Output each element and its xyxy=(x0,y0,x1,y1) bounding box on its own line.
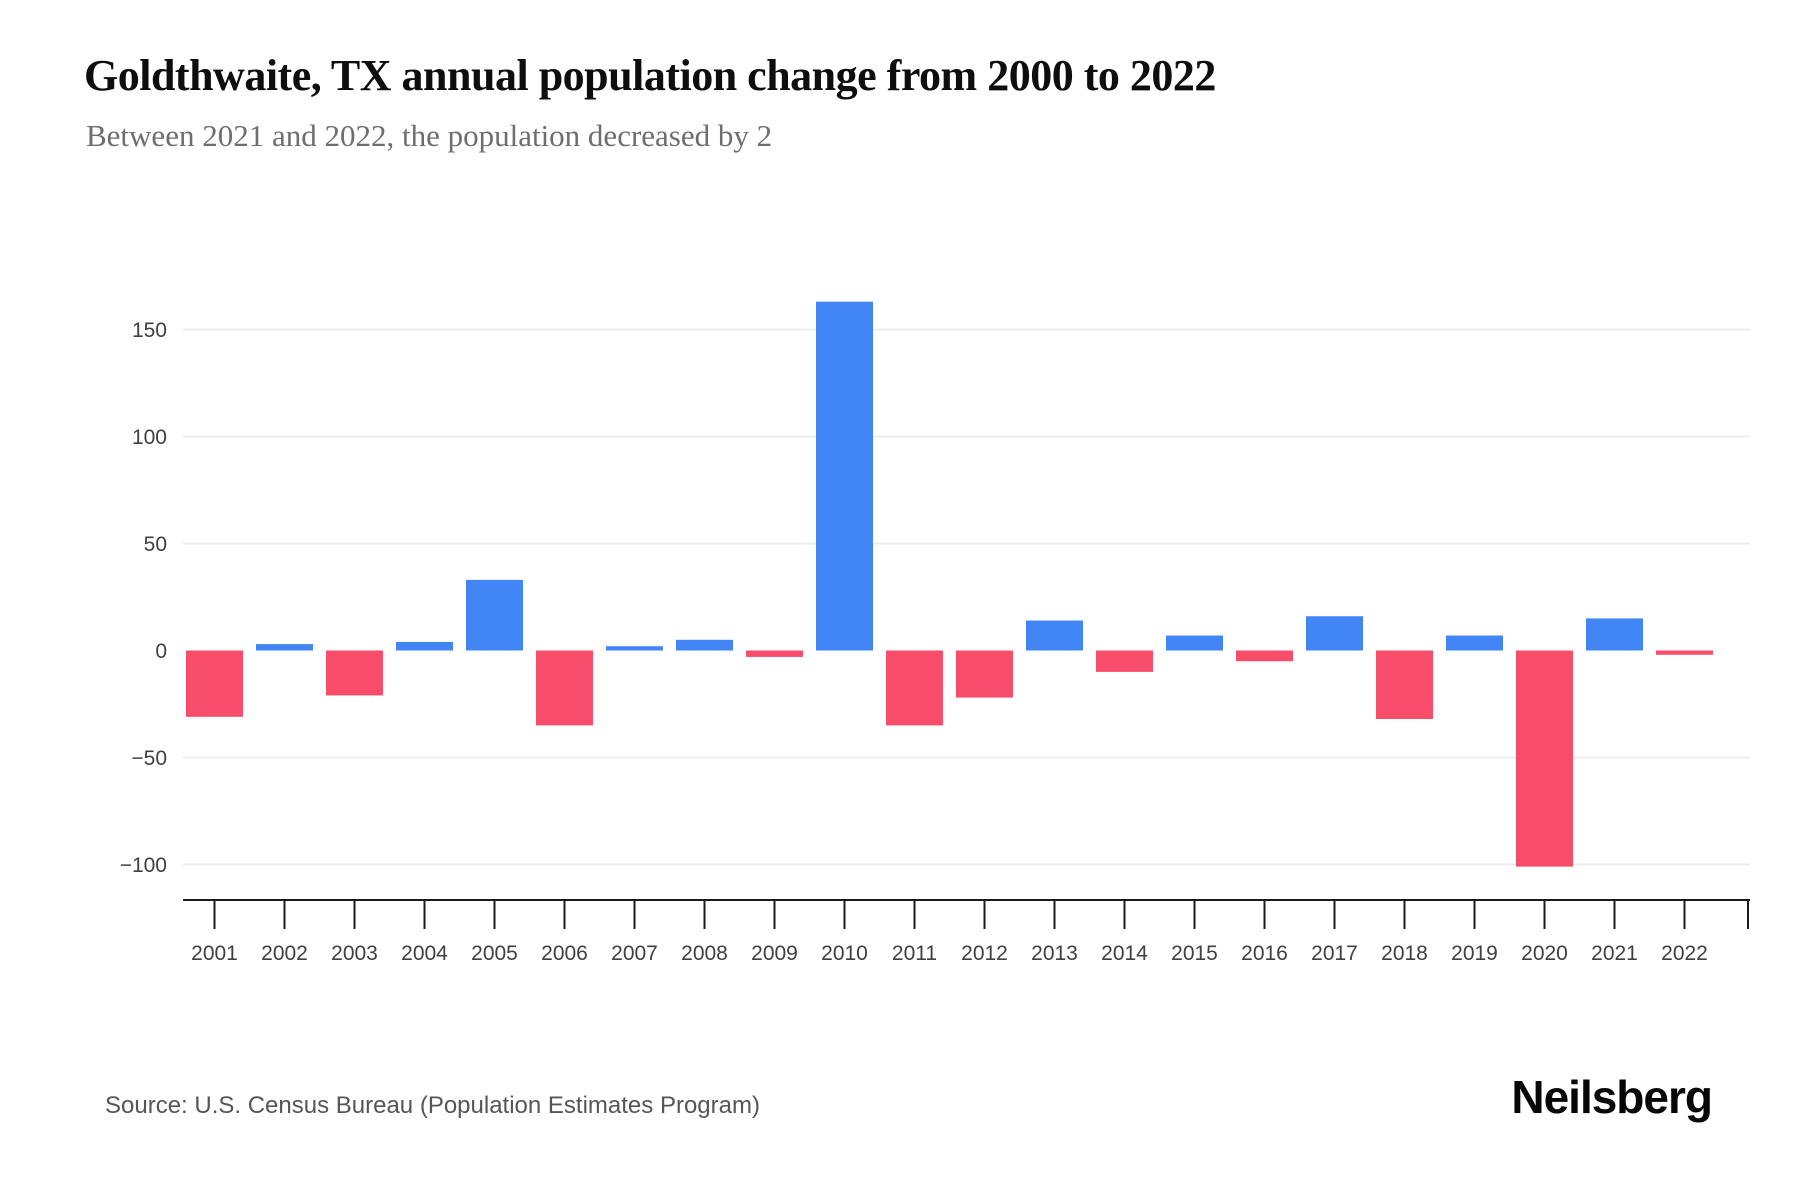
x-tick-label-2007: 2007 xyxy=(611,942,658,965)
x-tick-label-2018: 2018 xyxy=(1381,942,1428,965)
bar-2016 xyxy=(1236,650,1293,662)
x-tick-label-2008: 2008 xyxy=(681,942,728,965)
y-tick-label-50: 50 xyxy=(144,533,167,556)
x-tick-label-2021: 2021 xyxy=(1591,942,1638,965)
x-tick-label-2006: 2006 xyxy=(541,942,588,965)
bar-2007 xyxy=(606,646,663,651)
bar-2014 xyxy=(1096,650,1153,672)
bar-2019 xyxy=(1446,635,1503,651)
x-tick-label-2004: 2004 xyxy=(401,942,448,965)
y-tick-label--50: −50 xyxy=(131,747,167,770)
x-tick-label-2020: 2020 xyxy=(1521,942,1568,965)
neilsberg-logo[interactable]: Neilsberg xyxy=(1511,1071,1713,1123)
x-tick-label-2001: 2001 xyxy=(191,942,238,965)
y-tick-label-0: 0 xyxy=(155,640,167,663)
x-tick-label-2005: 2005 xyxy=(471,942,518,965)
bar-2013 xyxy=(1026,620,1083,651)
chart-subtitle: Between 2021 and 2022, the population de… xyxy=(86,118,773,153)
bar-2005 xyxy=(466,579,523,651)
x-tick-label-2012: 2012 xyxy=(961,942,1008,965)
x-tick-label-2009: 2009 xyxy=(751,942,798,965)
bar-2012 xyxy=(956,650,1013,698)
bar-2004 xyxy=(396,641,453,651)
x-tick-label-2014: 2014 xyxy=(1101,942,1148,965)
bar-2011 xyxy=(886,650,943,726)
bar-2001 xyxy=(186,650,243,717)
bar-2018 xyxy=(1376,650,1433,719)
bar-2009 xyxy=(746,650,803,657)
bar-2022 xyxy=(1656,650,1713,655)
bar-2003 xyxy=(326,650,383,696)
bar-2017 xyxy=(1306,616,1363,651)
bar-2021 xyxy=(1586,618,1643,651)
x-tick-label-2015: 2015 xyxy=(1171,942,1218,965)
y-tick-label-150: 150 xyxy=(132,319,167,342)
x-tick-label-2003: 2003 xyxy=(331,942,378,965)
x-tick-label-2022: 2022 xyxy=(1661,942,1708,965)
y-tick-label--100: −100 xyxy=(120,854,167,877)
x-tick-label-2010: 2010 xyxy=(821,942,868,965)
bar-2002 xyxy=(256,644,313,651)
x-tick-label-2002: 2002 xyxy=(261,942,308,965)
bar-2020 xyxy=(1516,650,1573,867)
bar-2008 xyxy=(676,639,733,651)
bar-2010 xyxy=(816,301,873,651)
x-tick-label-2011: 2011 xyxy=(892,942,937,965)
x-tick-label-2017: 2017 xyxy=(1311,942,1358,965)
x-tick-label-2019: 2019 xyxy=(1451,942,1498,965)
x-tick-label-2016: 2016 xyxy=(1241,942,1288,965)
x-tick-label-2013: 2013 xyxy=(1031,942,1078,965)
chart-title: Goldthwaite, TX annual population change… xyxy=(84,51,1216,100)
y-tick-label-100: 100 xyxy=(132,426,167,449)
source-text: Source: U.S. Census Bureau (Population E… xyxy=(105,1092,760,1119)
bar-2015 xyxy=(1166,635,1223,651)
bar-2006 xyxy=(536,650,593,726)
